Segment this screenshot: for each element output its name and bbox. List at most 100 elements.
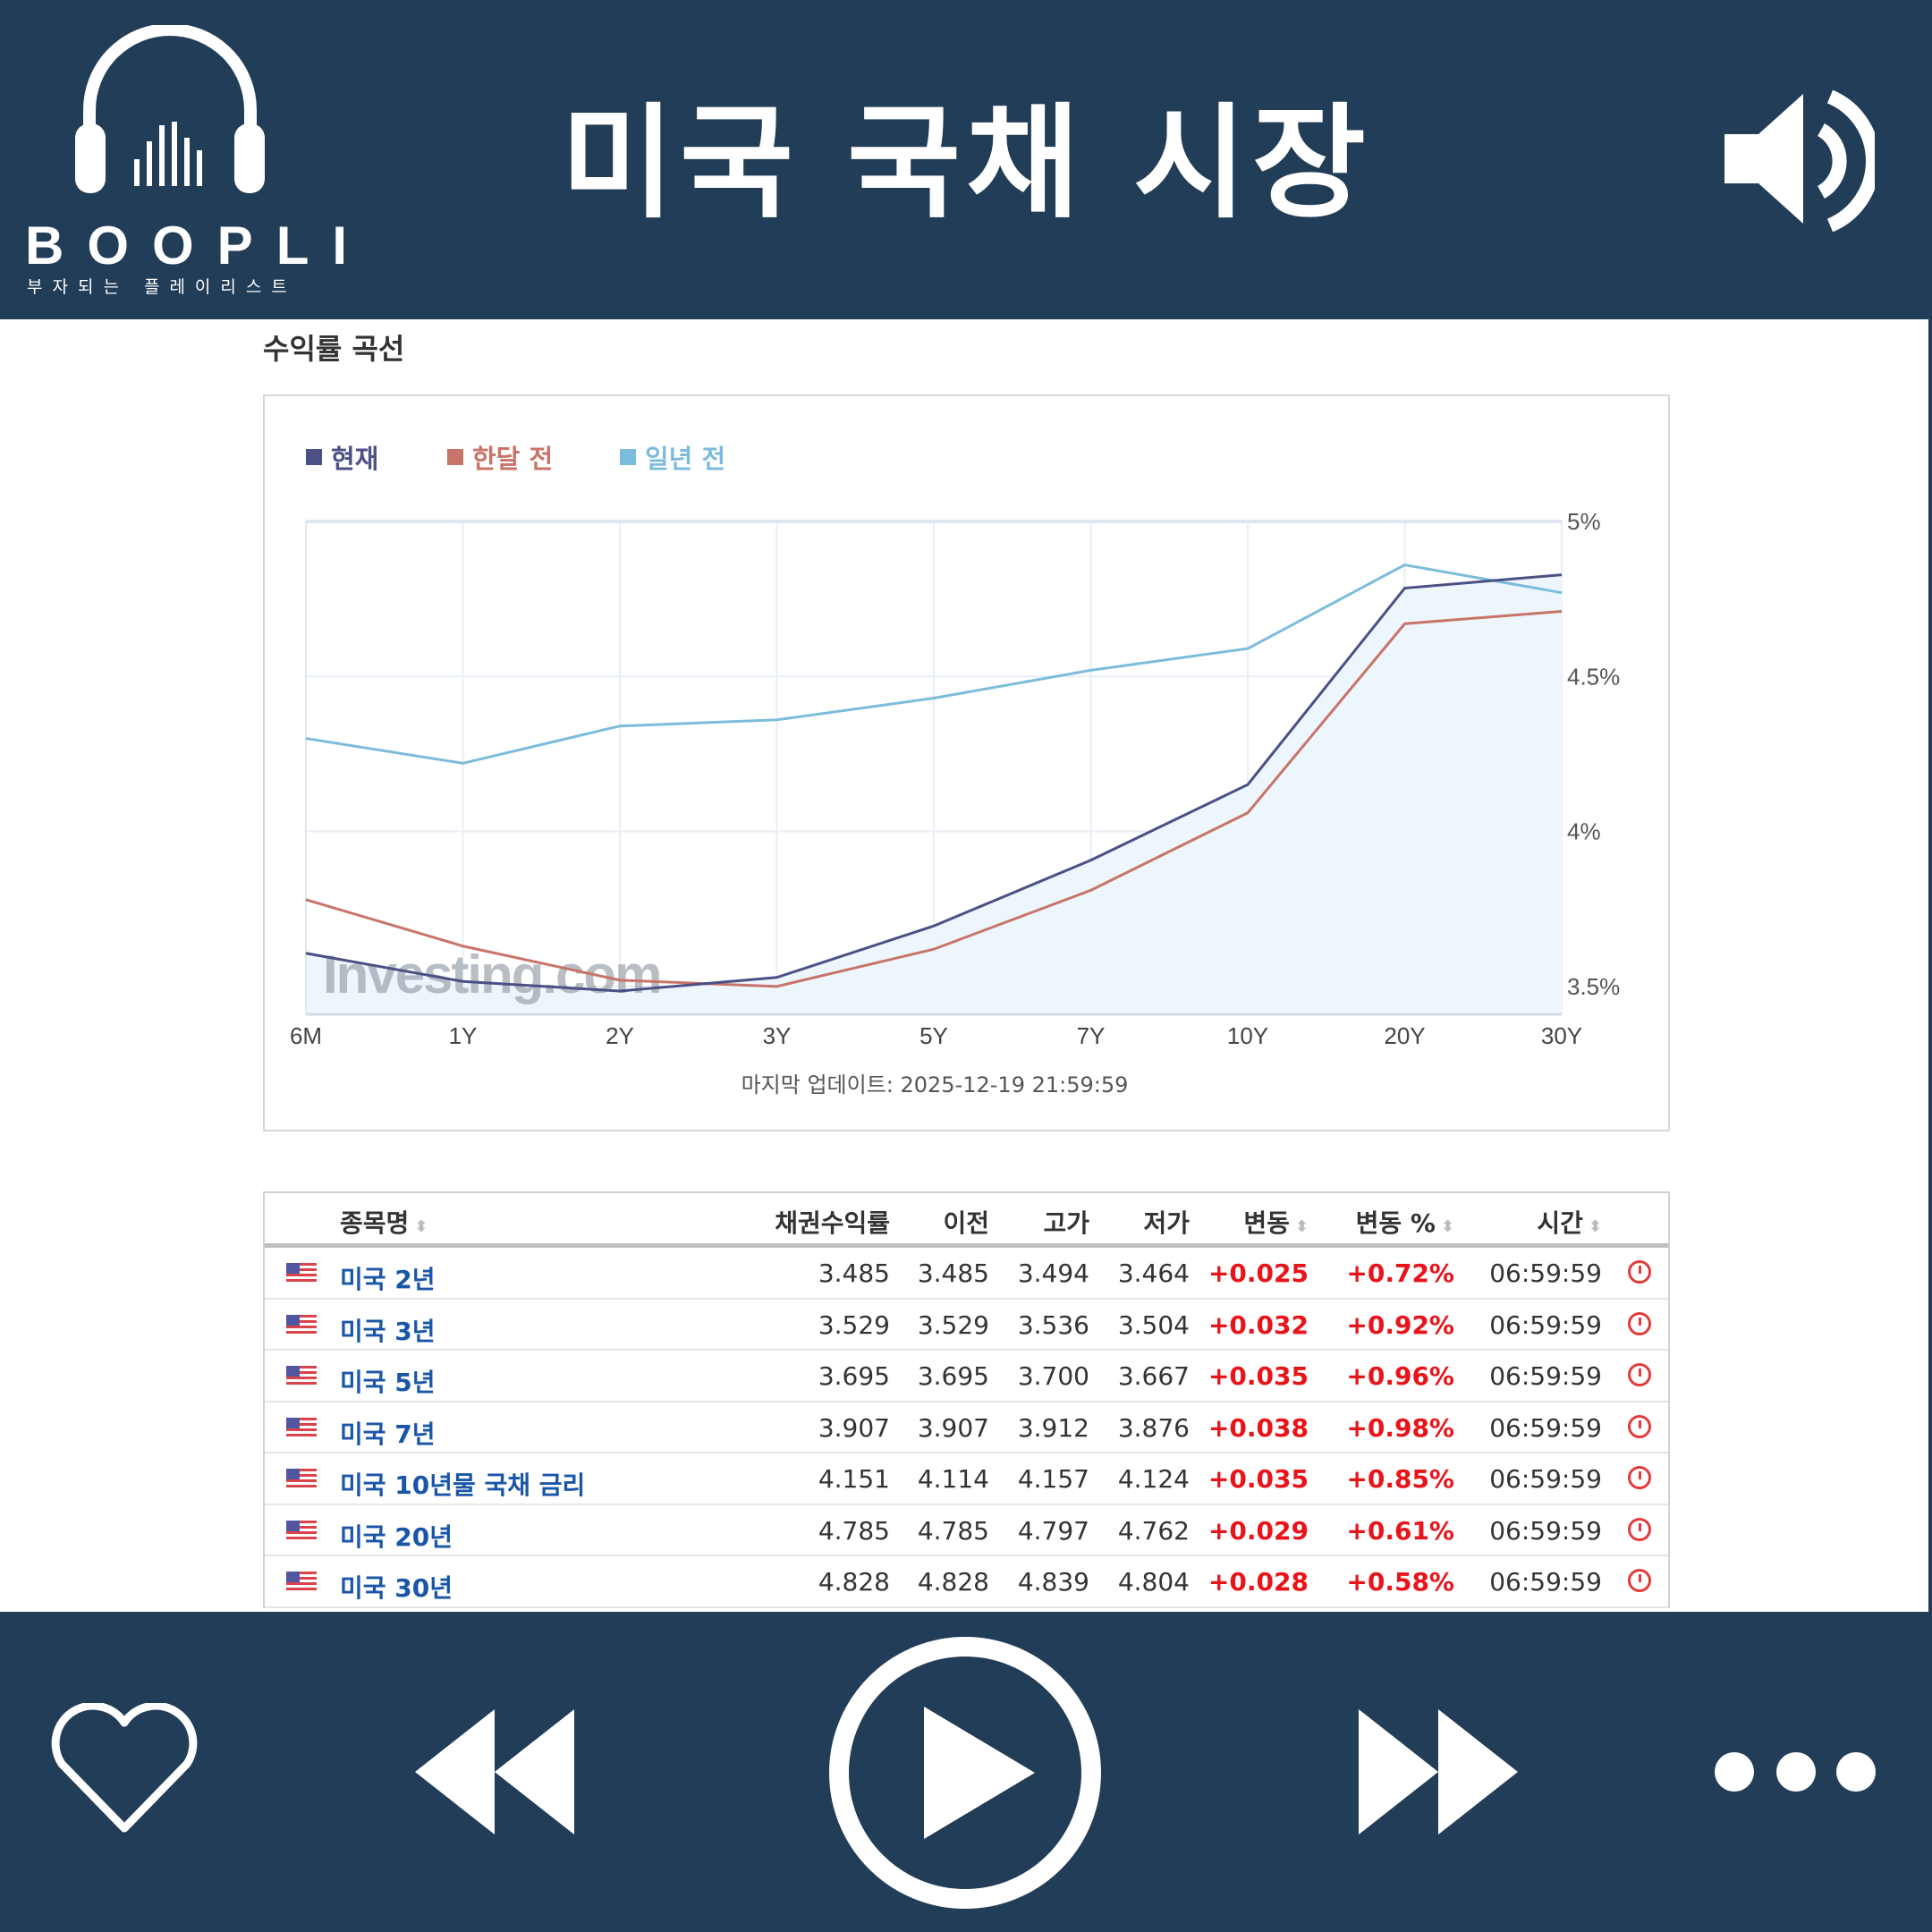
fast-forward-icon[interactable] (1359, 1709, 1518, 1835)
column-header[interactable]: 저가 (1143, 1204, 1190, 1240)
sort-icon[interactable]: ⬍ (1294, 1217, 1309, 1236)
legend-swatch (447, 449, 463, 465)
header-label: 변동 % (1355, 1208, 1436, 1238)
y-tick-label: 4% (1567, 818, 1601, 845)
header-label: 이전 (943, 1208, 989, 1238)
more-icon[interactable] (1713, 1750, 1878, 1794)
rewind-icon[interactable] (415, 1709, 574, 1835)
clock-icon (1628, 1569, 1651, 1592)
cell: 3.695 (917, 1361, 989, 1391)
brand-logo-text: BOOPLI (25, 216, 371, 275)
cell: 4.785 (818, 1515, 890, 1546)
bond-name-link[interactable]: 미국 30년 (340, 1573, 453, 1603)
speaker-icon[interactable] (1723, 89, 1875, 233)
sort-icon[interactable]: ⬍ (414, 1217, 428, 1236)
cell: 3.700 (1017, 1361, 1089, 1391)
legend-label: 한달 전 (472, 444, 554, 474)
header-divider (265, 1243, 1668, 1248)
cell: +0.85% (1346, 1464, 1454, 1494)
us-flag-icon (286, 1417, 317, 1439)
cell: 4.797 (1017, 1515, 1089, 1546)
chart-plot: 6M 1Y 2Y 3Y 5Y 7Y 10Y 20Y 30Y 3.5% 4% 4.5% 5% Investi… (290, 508, 1620, 1049)
x-tick-label: 3Y (763, 1022, 792, 1049)
cell: 4.785 (917, 1515, 989, 1546)
table-row: 미국 10년물 국채 금리 4.151 4.114 4.157 4.124 +0.035 +… (265, 1453, 1668, 1505)
legend-swatch (620, 449, 636, 465)
bond-table (263, 1191, 1670, 1608)
x-tick-label: 10Y (1227, 1022, 1268, 1049)
cell: 4.151 (818, 1464, 890, 1494)
x-tick-label: 7Y (1077, 1022, 1106, 1049)
clock-icon (1628, 1466, 1651, 1489)
us-flag-icon (286, 1314, 317, 1336)
cell: 3.494 (1017, 1258, 1089, 1288)
header-label: 채권수익률 (775, 1208, 890, 1238)
cell: 3.464 (1117, 1258, 1190, 1288)
bond-name-link[interactable]: 미국 3년 (340, 1316, 436, 1346)
cell: 3.695 (818, 1361, 890, 1391)
cell: 4.828 (917, 1567, 989, 1597)
series-line-0 (305, 573, 1563, 993)
legend-label: 현재 (331, 444, 379, 474)
x-tick-label: 20Y (1384, 1022, 1425, 1049)
sort-icon[interactable]: ⬍ (1588, 1217, 1602, 1236)
column-header[interactable]: 고가 (1043, 1204, 1089, 1240)
clock-icon (1628, 1311, 1651, 1335)
bond-name-link[interactable]: 미국 7년 (340, 1419, 436, 1449)
table-row: 미국 5년 3.695 3.695 3.700 3.667 +0.035 +0.96% 06:… (265, 1351, 1668, 1402)
legend-label: 일년 전 (645, 444, 726, 474)
cell: +0.032 (1208, 1309, 1309, 1340)
cell: +0.035 (1208, 1464, 1309, 1494)
legend-item-month-ago[interactable]: 한달 전 (447, 438, 553, 476)
cell: +0.025 (1208, 1258, 1309, 1288)
cell: +0.98% (1346, 1412, 1454, 1443)
cell: 3.485 (818, 1258, 890, 1288)
cell: 06:59:59 (1489, 1412, 1602, 1443)
clock-icon (1628, 1363, 1651, 1386)
header: BOOPLI 부자되는 플레이리스트 미국 국채 시장 (0, 0, 1932, 319)
cell: +0.96% (1346, 1361, 1454, 1391)
series-line-1 (305, 610, 1563, 988)
cell: 06:59:59 (1489, 1567, 1602, 1597)
cell: +0.035 (1208, 1361, 1309, 1391)
column-header[interactable]: 종목명 ⬍ (340, 1204, 428, 1240)
page-title: 미국 국채 시장 (561, 91, 1371, 235)
area-fill-current (306, 574, 1562, 1014)
bond-name-link[interactable]: 미국 20년 (340, 1521, 453, 1552)
us-flag-icon (286, 1263, 317, 1284)
series-line-2 (305, 563, 1563, 765)
legend-item-current[interactable]: 현재 (306, 438, 378, 476)
bond-name-link[interactable]: 미국 5년 (340, 1368, 436, 1397)
header-label: 저가 (1143, 1208, 1190, 1238)
table-row: 미국 3년 3.529 3.529 3.536 3.504 +0.032 +0.92% 06:… (265, 1300, 1668, 1351)
investing-watermark: Investing.com (323, 945, 660, 1004)
us-flag-icon (286, 1572, 317, 1593)
legend-item-year-ago[interactable]: 일년 전 (620, 438, 725, 476)
cell: 3.536 (1017, 1309, 1089, 1340)
column-header[interactable]: 이전 (943, 1204, 989, 1240)
play-icon[interactable] (827, 1635, 1103, 1911)
cell: +0.58% (1346, 1567, 1454, 1597)
column-header[interactable]: 변동 ⬍ (1243, 1204, 1309, 1240)
heart-icon[interactable] (48, 1703, 200, 1837)
sort-icon[interactable]: ⬍ (1440, 1217, 1454, 1236)
column-header[interactable]: 시간 ⬍ (1537, 1204, 1602, 1240)
last-update: 마지막 업데이트: 2025-12-19 21:59:59 (741, 1072, 1129, 1097)
cell: +0.92% (1346, 1309, 1454, 1340)
column-header[interactable]: 변동 % ⬍ (1356, 1204, 1454, 1240)
cell: +0.61% (1346, 1515, 1454, 1546)
header-label: 시간 (1537, 1208, 1583, 1238)
bond-name-link[interactable]: 미국 10년물 국채 금리 (340, 1470, 586, 1500)
cell: 3.907 (917, 1412, 989, 1443)
us-flag-icon (286, 1366, 317, 1387)
column-header[interactable]: 채권수익률 (775, 1204, 890, 1240)
brand-subtitle: 부자되는 플레이리스트 (27, 277, 297, 297)
player-controls (0, 1612, 1932, 1932)
cell: 3.876 (1117, 1412, 1190, 1443)
cell: 3.504 (1117, 1309, 1190, 1340)
section-title: 수익률 곡선 (263, 332, 405, 366)
bond-name-link[interactable]: 미국 2년 (340, 1265, 436, 1294)
headphones-icon (75, 25, 265, 193)
cell: 4.114 (917, 1464, 989, 1494)
cell: 3.907 (818, 1412, 890, 1443)
